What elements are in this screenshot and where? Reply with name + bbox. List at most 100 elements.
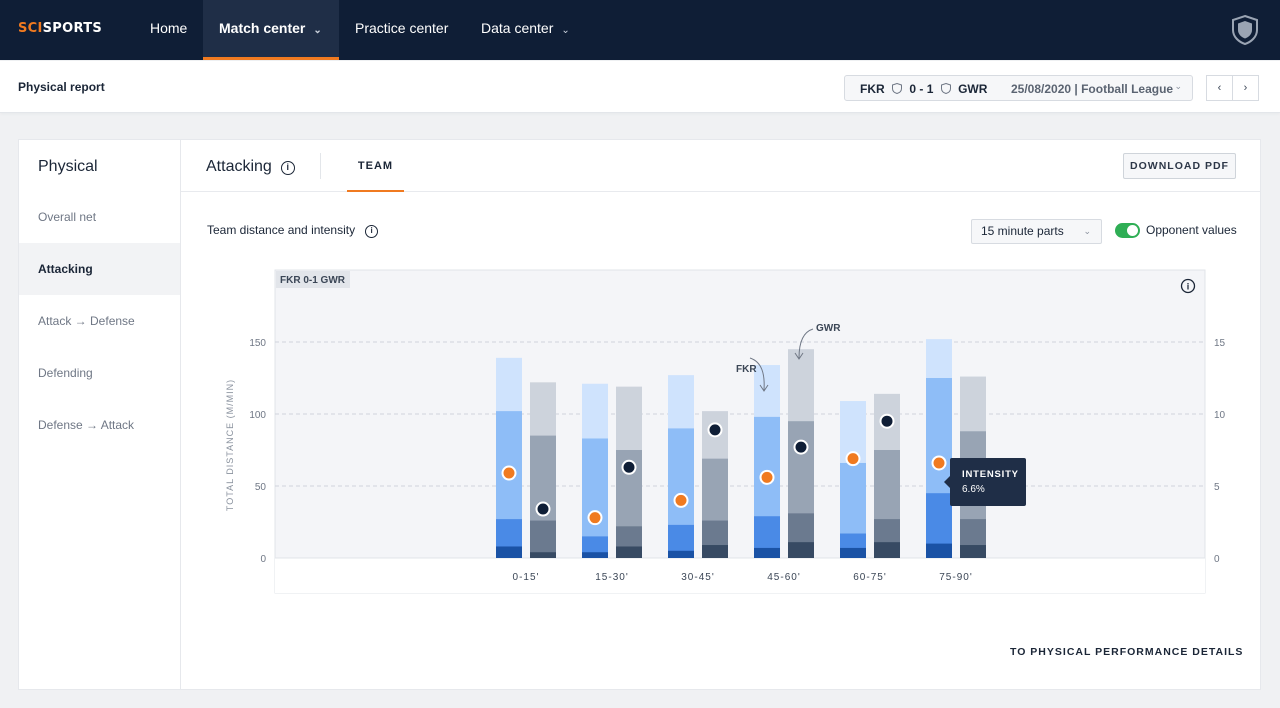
x-tick-label: 15-30' (595, 572, 629, 583)
annotation-fkr: FKR (736, 364, 757, 375)
y2-tick-label: 5 (1214, 482, 1220, 493)
x-tick-label: 0-15' (513, 572, 540, 583)
x-tick-label: 60-75' (853, 572, 887, 583)
bar-segment (702, 545, 728, 558)
intensity-dot (931, 455, 947, 471)
nav-match-center-label: Match center (219, 20, 306, 36)
bar-segment (616, 546, 642, 558)
info-icon[interactable]: i (365, 225, 379, 238)
match-date-competition: 25/08/2020 | Football League (1011, 82, 1174, 96)
download-pdf-button[interactable]: DOWNLOAD PDF (1123, 153, 1236, 179)
chart-badge-bg (276, 271, 350, 288)
tab-divider (320, 153, 321, 179)
physical-sidebar: Physical Overall net Attacking Attack → … (19, 140, 181, 689)
sidebar-item-defense-to-attack[interactable]: Defense → Attack (19, 399, 180, 451)
nav-data-center[interactable]: Data center ⌄ (481, 0, 570, 60)
y-axis-label: TOTAL DISTANCE (M/MIN) (225, 379, 235, 511)
intensity-dot (535, 501, 551, 517)
annotation-fkr-arrow (749, 357, 765, 391)
time-parts-select[interactable]: 15 minute parts ⌄ (971, 219, 1102, 244)
bar-segment (840, 547, 866, 558)
opponent-values-toggle[interactable] (1115, 223, 1140, 238)
sidebar-title: Physical (38, 158, 98, 175)
annotation-gwr-arrowhead (794, 352, 804, 360)
home-team: FKR (860, 82, 885, 96)
sub-header: Physical report FKR 0 - 1 GWR 25/08/2020… (0, 61, 1280, 113)
sidebar-item-defending[interactable]: Defending (19, 347, 180, 399)
nav-home-label: Home (150, 20, 188, 36)
intensity-dot (879, 413, 895, 429)
next-match-button[interactable]: › (1232, 75, 1259, 101)
chart-info-icon (1180, 278, 1196, 294)
chart-plot-area (274, 269, 1206, 594)
y2-tick-label: 15 (1214, 338, 1226, 349)
nav-home[interactable]: Home (150, 0, 187, 60)
nav-practice-center[interactable]: Practice center (355, 0, 448, 60)
bar-segment (582, 552, 608, 558)
sidebar-item-attacking[interactable]: Attacking (19, 243, 180, 295)
match-selector[interactable]: FKR 0 - 1 GWR 25/08/2020 | Football Leag… (844, 75, 1193, 101)
intensity-dot (501, 465, 517, 481)
nav-data-center-label: Data center (481, 20, 554, 36)
annotation-gwr-arrow (798, 328, 814, 359)
scisports-logo[interactable]: SCISPORTS (18, 21, 102, 36)
sidebar-item-label: Attack → Defense (38, 314, 135, 328)
chevron-down-icon: ⌄ (1083, 226, 1091, 236)
away-shield-icon (940, 83, 951, 94)
logo-sci-text: SCI (18, 21, 43, 36)
section-header: Attacking i TEAM DOWNLOAD PDF (181, 140, 1260, 192)
sidebar-item-label: Defending (38, 366, 93, 380)
bar-segment (874, 542, 900, 558)
page-title: Physical report (18, 80, 105, 94)
nav-match-center[interactable]: Match center ⌄ (203, 0, 339, 60)
away-team: GWR (958, 82, 988, 96)
sidebar-item-label: Defense → Attack (38, 418, 135, 432)
intensity-dot (793, 439, 809, 455)
chevron-down-icon: ⌄ (1174, 81, 1182, 91)
chart-info-icon-glyph: i (1187, 282, 1190, 292)
info-icon[interactable]: i (280, 161, 295, 175)
chart-axis-band (275, 558, 1205, 593)
y-tick-label: 150 (249, 338, 266, 349)
bar-segment (960, 545, 986, 558)
annotation-gwr: GWR (816, 323, 841, 334)
club-shield-icon[interactable] (1230, 14, 1260, 46)
y2-tick-label: 0 (1214, 554, 1220, 565)
intensity-dot (845, 451, 861, 467)
home-shield-icon (892, 83, 903, 94)
top-nav: SCISPORTS Home Match center ⌄ Practice ce… (0, 0, 1280, 60)
intensity-dot (587, 510, 603, 526)
match-score: 0 - 1 (909, 82, 934, 96)
annotation-fkr-arrowhead (759, 384, 769, 392)
logo-sports-text: SPORTS (42, 21, 103, 36)
intensity-dot (673, 492, 689, 508)
chevron-right-icon: › (1243, 82, 1248, 94)
bar-segment (788, 542, 814, 558)
sidebar-item-label: Overall net (38, 210, 97, 224)
chart-title: Team distance and intensity i (207, 223, 379, 238)
sidebar-item-overall-net[interactable]: Overall net (19, 191, 180, 243)
bar-segment (530, 520, 556, 558)
bar-segment (926, 543, 952, 558)
sidebar-item-attack-to-defense[interactable]: Attack → Defense (19, 295, 180, 347)
x-tick-label: 75-90' (939, 572, 973, 583)
prev-match-button[interactable]: ‹ (1206, 75, 1233, 101)
bar-segment (668, 550, 694, 558)
intensity-dot (621, 459, 637, 475)
x-tick-label: 30-45' (681, 572, 715, 583)
opponent-values-label: Opponent values (1146, 223, 1237, 237)
chevron-down-icon: ⌄ (313, 25, 322, 36)
intensity-tooltip-pointer (944, 476, 950, 488)
tab-team[interactable]: TEAM (347, 140, 404, 192)
bar-segment (496, 546, 522, 558)
bar-segment (754, 547, 780, 558)
sidebar-item-label: Attacking (38, 262, 93, 276)
section-title: Attacking i (206, 158, 295, 176)
distance-intensity-chart: FKR 0-1 GWR i 0 50 100 150 0 5 10 15 TOTAL DISTANC… (225, 269, 1226, 594)
time-parts-value: 15 minute parts (981, 224, 1064, 238)
x-tick-label: 45-60' (767, 572, 801, 583)
section-title-text: Attacking (206, 158, 272, 175)
intensity-tooltip-title: INTENSITY (962, 469, 1019, 480)
physical-performance-details-link[interactable]: TO PHYSICAL PERFORMANCE DETAILS (1010, 646, 1244, 658)
match-teams: FKR 0 - 1 GWR (860, 82, 987, 96)
